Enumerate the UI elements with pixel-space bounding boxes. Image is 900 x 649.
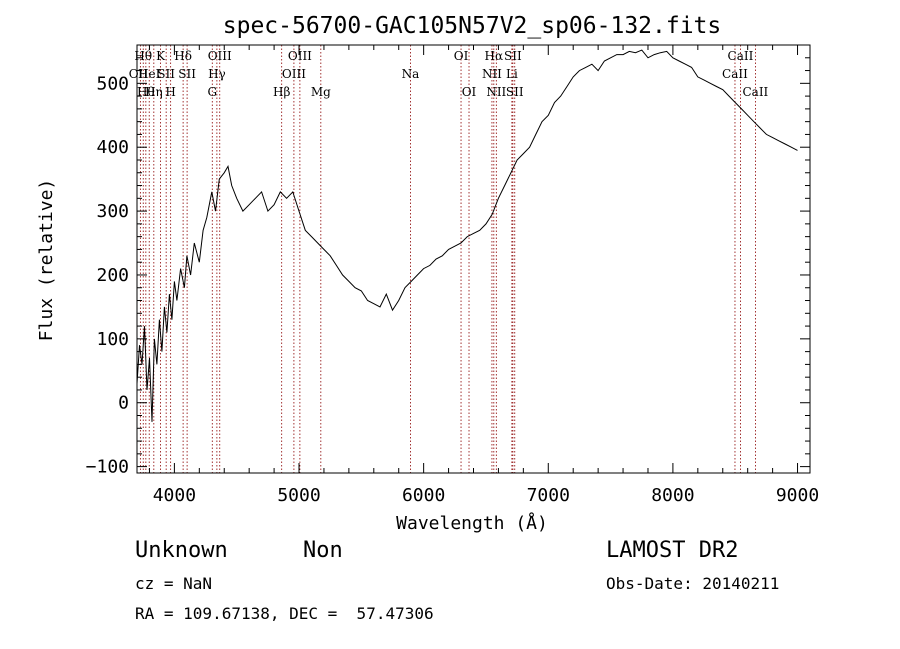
spectral-line-label-25: SII [506,85,524,99]
x-tick-label-5: 9000 [776,485,819,506]
spectral-line-label-12: OIII [208,49,232,63]
spectral-line-label-10: G [207,85,217,99]
y-tick-label-0: −100 [86,457,129,478]
spectral-line-label-9: SII [178,67,196,81]
x-tick-label-1: 5000 [277,485,320,506]
chart-title: spec-56700-GAC105N57V2_sp06-132.fits [223,13,722,39]
spectral-line-label-3: HeI [138,67,161,81]
object-subclass: Non [303,538,343,563]
spectral-line-label-1: Hθ [134,49,152,63]
spectral-line-label-5: K [156,49,166,63]
spectral-line-label-20: NII [482,67,502,81]
x-tick-label-3: 7000 [527,485,570,506]
spectral-line-label-2: Hθ [137,85,155,99]
spectral-line-label-18: OI [454,49,469,63]
y-tick-label-4: 300 [96,201,129,222]
spectral-line-label-21: Hα [485,49,504,63]
spectral-line-label-4: Hη [145,85,163,99]
y-tick-label-3: 200 [96,265,129,286]
spectral-line-label-22: NII [486,85,506,99]
spectral-line-label-24: SII [504,49,522,63]
spectral-line-label-23: Li [506,67,518,81]
spectrum-chart: spec-56700-GAC105N57V2_sp06-132.fits OII… [36,13,819,534]
spectral-line-label-14: OIII [282,67,306,81]
object-type: Unknown [135,538,228,563]
spectral-line-label-17: Na [402,67,420,81]
redshift-cz: cz = NaN [135,574,213,593]
spectral-line-label-26: CaII [722,67,748,81]
y-tick-label-2: 100 [96,329,129,350]
x-axis-label: Wavelength (Å) [396,512,548,534]
spectral-line-label-8: Hδ [174,49,192,63]
line-labels-group: OIIHθHθHeIHηKSIIHHδSIIGHγOIIIHβOIIIOIIIM… [129,49,769,99]
emission-lines-group [139,45,756,473]
spectral-line-label-28: CaII [742,85,768,99]
y-axis: −100 0 100 200 300 400 500 [86,57,810,478]
y-axis-label: Flux (relative) [36,179,57,342]
y-tick-label-1: 0 [118,393,129,414]
x-axis: 4000 5000 6000 7000 8000 9000 [148,45,819,506]
spectral-line-label-13: Hβ [273,85,290,99]
obs-date: Obs-Date: 20140211 [606,574,780,593]
spectral-line-label-16: Mg [311,85,331,99]
y-tick-label-6: 500 [96,73,129,94]
coordinates: RA = 109.67138, DEC = 57.47306 [135,604,434,623]
spectral-line-label-0: OII [129,67,149,81]
x-tick-label-0: 4000 [153,485,196,506]
spectral-line-label-27: CaII [728,49,754,63]
spectral-line-label-15: OIII [288,49,312,63]
spectral-line-label-11: Hγ [208,67,226,81]
x-tick-label-4: 8000 [651,485,694,506]
x-tick-label-2: 6000 [402,485,445,506]
spectral-line-label-7: H [165,85,175,99]
spectral-line-label-6: SII [157,67,175,81]
spectral-line-label-19: OI [462,85,477,99]
spectrum-trace [136,49,798,422]
plot-frame [136,44,811,474]
survey-name: LAMOST DR2 [606,538,739,563]
y-tick-label-5: 400 [96,137,129,158]
